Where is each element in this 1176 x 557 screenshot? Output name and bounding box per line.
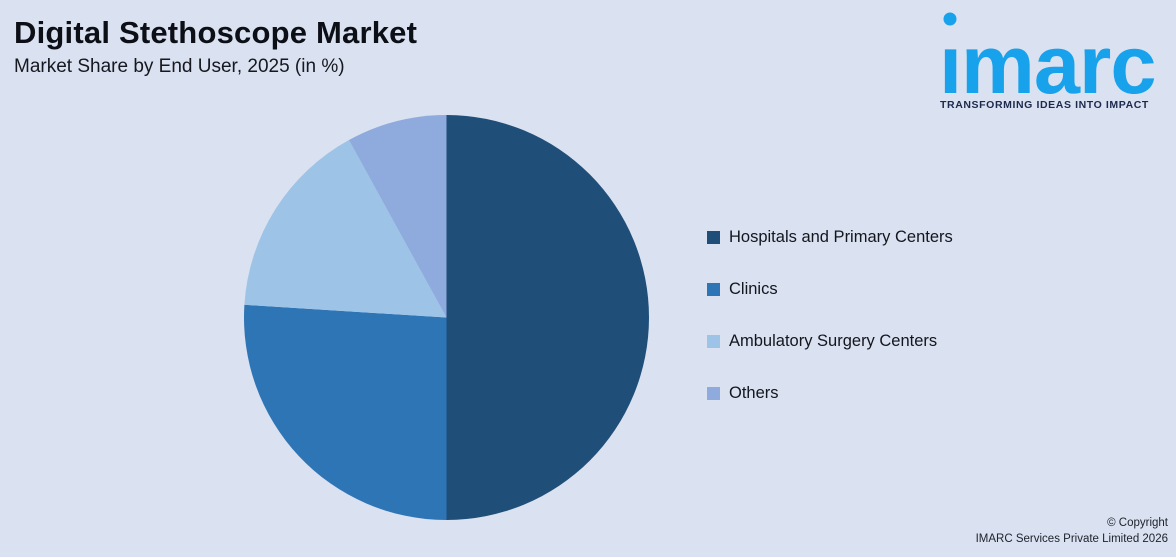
legend-label: Hospitals and Primary Centers — [729, 227, 953, 246]
pie-slice-clinics — [244, 304, 447, 520]
legend-swatch-icon — [707, 334, 720, 348]
pie-slice-others — [348, 115, 447, 318]
legend-swatch-icon — [707, 282, 720, 296]
logo-dot-icon — [943, 12, 957, 26]
chart-subtitle: Market Share by End User, 2025 (in %) — [14, 56, 345, 77]
imarc-logo: ımarc TRANSFORMING IDEAS INTO IMPACT — [939, 12, 1156, 111]
legend-item: Ambulatory Surgery Centers — [707, 331, 953, 351]
legend-label: Others — [729, 383, 779, 402]
copyright-notice: © Copyright IMARC Services Private Limit… — [976, 515, 1168, 547]
pie-slice-ambulatory-surgery-centers — [244, 140, 447, 318]
pie-chart — [244, 115, 649, 520]
chart-header: Digital Stethoscope Market Market Share … — [14, 14, 417, 78]
pie-chart-svg — [244, 115, 649, 520]
legend-item: Clinics — [707, 279, 953, 299]
copyright-line1: © Copyright — [1107, 517, 1168, 529]
legend-item: Hospitals and Primary Centers — [707, 227, 953, 247]
logo-wordmark: ımarc — [939, 18, 1155, 111]
legend-label: Clinics — [729, 279, 778, 298]
chart-legend: Hospitals and Primary Centers Clinics Ambu… — [707, 227, 953, 403]
legend-swatch-icon — [707, 386, 720, 400]
legend-swatch-icon — [707, 230, 720, 244]
logo-tagline: TRANSFORMING IDEAS INTO IMPACT — [940, 99, 1149, 111]
pie-slice-hospitals-and-primary-centers — [446, 115, 649, 520]
legend-label: Ambulatory Surgery Centers — [729, 331, 938, 350]
legend-item: Others — [707, 383, 953, 403]
copyright-line2: IMARC Services Private Limited 2026 — [975, 533, 1168, 545]
page-title: Digital Stethoscope Market — [14, 15, 418, 50]
